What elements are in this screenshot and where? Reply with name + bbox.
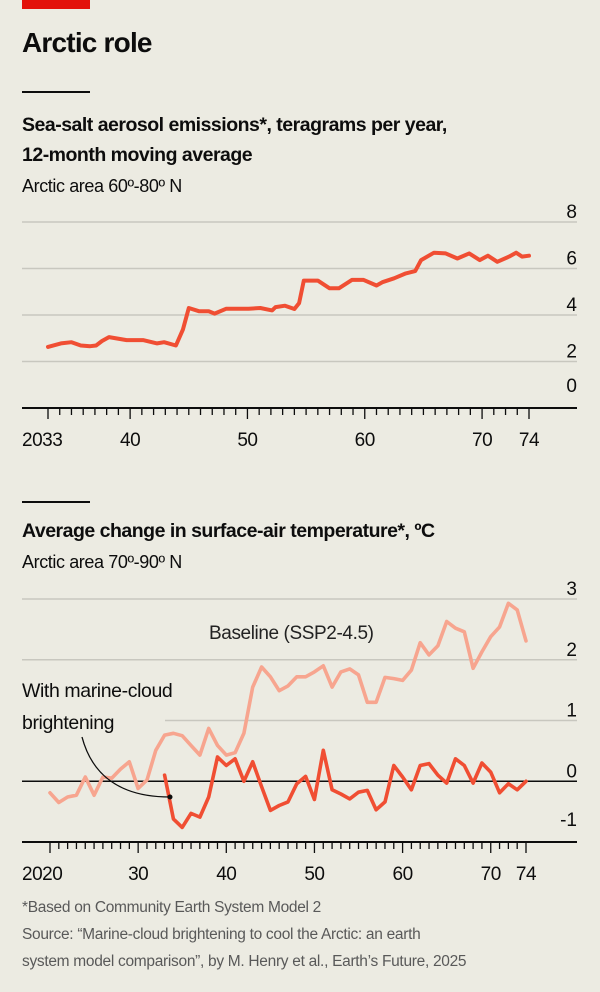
chart1-title: Sea-salt aerosol emissions*, teragrams p…: [22, 114, 447, 136]
x-tick-label: 2033: [22, 430, 62, 451]
x-tick-label: 70: [472, 430, 492, 451]
y-tick-label: 4: [566, 295, 577, 316]
annotation-leader-line: [81, 736, 171, 798]
chart2-title: Average change in surface-air temperatur…: [22, 520, 435, 542]
y-tick-label: 3: [566, 579, 577, 600]
mcb-label-line2: brightening: [22, 712, 114, 734]
y-tick-label: 2: [566, 640, 577, 661]
x-tick-label: 40: [216, 864, 236, 885]
x-tick-label: 74: [516, 864, 537, 885]
x-tick-label: 70: [481, 864, 501, 885]
x-tick-label: 74: [519, 430, 540, 451]
page-title: Arctic role: [22, 27, 153, 58]
annotation-dot: [167, 794, 173, 800]
series-line-with-marine-cloud-brightening: [162, 748, 528, 830]
footnote: *Based on Community Earth System Model 2: [22, 899, 321, 916]
mcb-label-line1: With marine-cloud: [22, 680, 172, 702]
y-tick-label: 8: [566, 202, 577, 223]
chart2-subtitle: Arctic area 70º-90º N: [22, 552, 182, 572]
y-tick-label: 2: [566, 342, 577, 363]
section-divider: [22, 91, 90, 93]
source-line-2: system model comparison”, by M. Henry et…: [22, 953, 467, 970]
y-tick-label: 0: [566, 376, 577, 397]
x-tick-label: 60: [355, 430, 375, 451]
x-tick-label: 30: [128, 864, 148, 885]
series-line-baseline-ssp2-4-5: [48, 601, 528, 805]
baseline-label: Baseline (SSP2-4.5): [209, 623, 374, 644]
x-tick-label: 40: [120, 430, 140, 451]
y-tick-label: -1: [560, 810, 577, 831]
chart1-title-line2: 12-month moving average: [22, 144, 253, 166]
x-tick-label: 50: [237, 430, 257, 451]
source-line-1: Source: “Marine-cloud brightening to coo…: [22, 926, 421, 943]
y-tick-label: 6: [566, 249, 577, 270]
brand-accent-bar: [22, 0, 90, 9]
x-tick-label: 2020: [22, 864, 62, 885]
x-tick-label: 50: [304, 864, 324, 885]
x-tick-label: 60: [393, 864, 413, 885]
chart1-subtitle: Arctic area 60º-80º N: [22, 176, 182, 196]
series-line-sea-salt-aerosol-emissions: [46, 250, 531, 349]
y-tick-label: 0: [566, 761, 577, 782]
y-tick-label: 1: [566, 701, 577, 722]
section-divider: [22, 501, 90, 503]
